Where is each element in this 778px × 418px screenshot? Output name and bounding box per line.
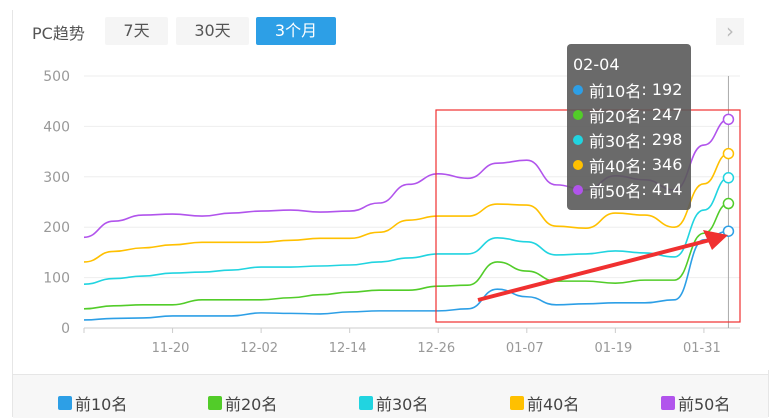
legend-swatch bbox=[359, 396, 373, 410]
legend-item[interactable]: 前50名 bbox=[661, 391, 730, 415]
annotation-arrow bbox=[477, 238, 711, 302]
x-tick-label: 12-02 bbox=[240, 341, 278, 356]
series-line bbox=[83, 202, 729, 310]
tooltip-label: 前10名 bbox=[589, 81, 642, 101]
panel-border bbox=[768, 370, 769, 417]
series-line bbox=[83, 230, 729, 321]
data-point-highlight bbox=[722, 197, 735, 210]
tooltip-label: 前30名 bbox=[589, 131, 642, 151]
legend-item[interactable]: 前10名 bbox=[58, 391, 127, 415]
x-tick-label: 01-07 bbox=[506, 341, 544, 356]
tooltip: 02-04 前10名: 192 前20名: 247 前30名: 298 前40名: 3… bbox=[567, 44, 691, 210]
legend-label: 前50名 bbox=[678, 395, 731, 414]
data-point-highlight bbox=[722, 147, 735, 160]
data-point-highlight bbox=[722, 172, 735, 184]
y-tick-label: 0 bbox=[61, 321, 70, 337]
tooltip-value: 192 bbox=[651, 80, 683, 99]
data-point-highlight bbox=[722, 225, 735, 237]
series-dot-icon bbox=[573, 109, 583, 120]
series-dot-icon bbox=[573, 184, 583, 195]
x-tick-label: 12-26 bbox=[417, 341, 455, 356]
tooltip-value: 346 bbox=[651, 155, 683, 174]
y-tick-label: 400 bbox=[43, 119, 70, 135]
legend-swatch bbox=[208, 396, 222, 410]
series-dot-icon bbox=[573, 134, 583, 145]
panel-border bbox=[12, 10, 13, 417]
data-point-highlight bbox=[722, 113, 735, 126]
legend-item[interactable]: 前40名 bbox=[510, 391, 579, 415]
tooltip-label: 前40名 bbox=[589, 156, 642, 176]
legend-item[interactable]: 前30名 bbox=[359, 391, 428, 415]
tooltip-row: 前10名: 192 bbox=[573, 77, 685, 102]
range-30d-button[interactable]: 30天 bbox=[176, 17, 249, 45]
tooltip-row: 前20名: 247 bbox=[573, 102, 685, 127]
tooltip-value: 414 bbox=[651, 180, 683, 199]
page-title: PC趋势 bbox=[32, 24, 85, 43]
legend-swatch bbox=[510, 396, 524, 410]
series-dot-icon bbox=[573, 84, 583, 95]
series-dot-icon bbox=[573, 159, 583, 170]
arrow-head-icon bbox=[703, 230, 728, 250]
y-tick-label: 300 bbox=[43, 170, 70, 186]
tooltip-row: 前50名: 414 bbox=[573, 177, 685, 202]
tooltip-label: 前20名 bbox=[589, 106, 642, 126]
tooltip-value: 298 bbox=[651, 130, 683, 149]
legend-label: 前10名 bbox=[75, 395, 128, 414]
tooltip-row: 前30名: 298 bbox=[573, 127, 685, 152]
tooltip-label: 前50名 bbox=[589, 181, 642, 201]
legend-item[interactable]: 前20名 bbox=[208, 391, 277, 415]
legend-label: 前30名 bbox=[376, 395, 429, 414]
legend-swatch bbox=[58, 396, 72, 410]
range-3m-button[interactable]: 3个月 bbox=[256, 17, 336, 45]
x-tick-label: 01-31 bbox=[683, 341, 721, 356]
legend-label: 前20名 bbox=[225, 395, 278, 414]
tooltip-value: 247 bbox=[651, 105, 683, 124]
legend: 前10名 前20名 前30名 前40名 前50名 bbox=[13, 374, 768, 418]
x-tick-label: 12-14 bbox=[329, 341, 367, 356]
tooltip-date: 02-04 bbox=[573, 55, 620, 74]
y-tick-label: 200 bbox=[43, 220, 70, 236]
y-tick-label: 500 bbox=[43, 69, 70, 85]
tooltip-row: 前40名: 346 bbox=[573, 152, 685, 177]
chevron-right-icon[interactable]: › bbox=[716, 18, 744, 45]
series-line bbox=[83, 177, 729, 285]
series-line bbox=[83, 152, 729, 263]
legend-label: 前40名 bbox=[527, 395, 580, 414]
range-7d-button[interactable]: 7天 bbox=[105, 17, 168, 45]
legend-swatch bbox=[661, 396, 675, 410]
y-tick-label: 100 bbox=[43, 271, 70, 287]
x-tick-label: 11-20 bbox=[152, 341, 190, 356]
x-tick-label: 01-19 bbox=[594, 341, 632, 356]
